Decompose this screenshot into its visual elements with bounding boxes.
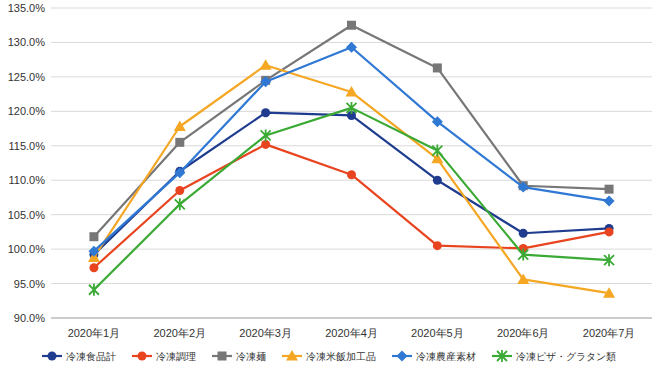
point [347, 21, 356, 30]
point [604, 254, 614, 266]
legend-item: 冷凍麺 [212, 351, 266, 362]
point [519, 229, 528, 238]
y-tick-label: 120.0% [8, 105, 46, 117]
point [605, 227, 614, 236]
x-tick-label: 2020年1月 [68, 327, 121, 339]
legend-label: 冷凍調理 [156, 351, 196, 362]
point [89, 232, 98, 241]
point [346, 86, 358, 97]
legend-marker [286, 350, 298, 361]
grid-line [51, 214, 652, 215]
point [433, 241, 442, 250]
legend-label: 冷凍麺 [236, 351, 266, 362]
point [605, 185, 614, 194]
point [175, 198, 185, 210]
legend-label: 冷凍農産素材 [416, 351, 476, 362]
x-tick-label: 2020年6月 [497, 327, 550, 339]
legend-item: 冷凍ピザ・グラタン類 [492, 350, 616, 362]
x-tick-label: 2020年4月 [325, 327, 378, 339]
point [89, 284, 99, 296]
legend-item: 冷凍調理 [132, 351, 196, 362]
y-tick-label: 95.0% [14, 278, 45, 290]
point [175, 138, 184, 147]
point [346, 42, 357, 53]
y-tick-label: 135.0% [8, 2, 46, 14]
point [261, 108, 270, 117]
point [88, 246, 99, 257]
point [89, 263, 98, 272]
y-tick-label: 115.0% [9, 140, 46, 152]
grid-line [51, 249, 652, 250]
x-tick-label: 2020年3月 [239, 327, 292, 339]
point [432, 116, 443, 127]
point [260, 59, 272, 70]
legend-label: 冷凍ピザ・グラタン類 [516, 351, 616, 362]
point [603, 287, 615, 298]
legend-item: 冷凍米飯加工品 [282, 350, 376, 362]
point [261, 129, 271, 141]
point [604, 195, 615, 206]
series-line [94, 144, 609, 267]
y-tick-label: 100.0% [8, 243, 46, 255]
y-tick-label: 105.0% [8, 209, 46, 221]
x-tick-label: 2020年2月 [153, 327, 206, 339]
y-tick-label: 110.0% [9, 174, 46, 186]
grid-line [51, 76, 652, 77]
legend-marker [218, 352, 227, 361]
chart: 90.0% 95.0% 100.0% 105.0% 110.0% 115.0% 120.0%… [0, 0, 658, 375]
x-tick-label: 2020年5月 [411, 327, 464, 339]
series-line [94, 108, 609, 290]
legend-label: 冷凍米飯加工品 [306, 351, 376, 362]
legend-marker [138, 352, 147, 361]
legend-marker [397, 351, 408, 362]
point [174, 120, 186, 131]
legend: 冷凍食品計 冷凍調理 冷凍麺 冷凍米飯加工品 冷凍農産素材 冷凍ピザ・グラタン類 [42, 350, 616, 362]
point [432, 145, 442, 157]
y-tick-label: 130.0% [8, 36, 46, 48]
point [518, 182, 529, 193]
point [433, 63, 442, 72]
series-line [94, 25, 609, 236]
grid-line [51, 145, 652, 146]
grid-line [51, 283, 652, 284]
legend-marker [48, 352, 57, 361]
point [347, 170, 356, 179]
series-line [94, 113, 609, 255]
point [260, 76, 271, 87]
legend-item: 冷凍食品計 [42, 351, 116, 362]
point [517, 273, 529, 284]
plot-area [88, 21, 615, 298]
legend-marker [497, 350, 507, 362]
grid [51, 8, 652, 318]
y-tick-label: 125.0% [8, 71, 46, 83]
legend-label: 冷凍食品計 [66, 351, 116, 362]
legend-item: 冷凍農産素材 [392, 351, 476, 363]
point [433, 176, 442, 185]
grid-line [51, 180, 652, 181]
series-line [94, 47, 609, 251]
grid-line [51, 318, 652, 319]
point [347, 102, 357, 114]
point [175, 186, 184, 195]
point [518, 249, 528, 261]
grid-line [51, 8, 652, 9]
point [174, 167, 185, 178]
y-tick-label: 90.0% [14, 312, 45, 324]
x-tick-label: 2020年7月 [583, 327, 636, 339]
